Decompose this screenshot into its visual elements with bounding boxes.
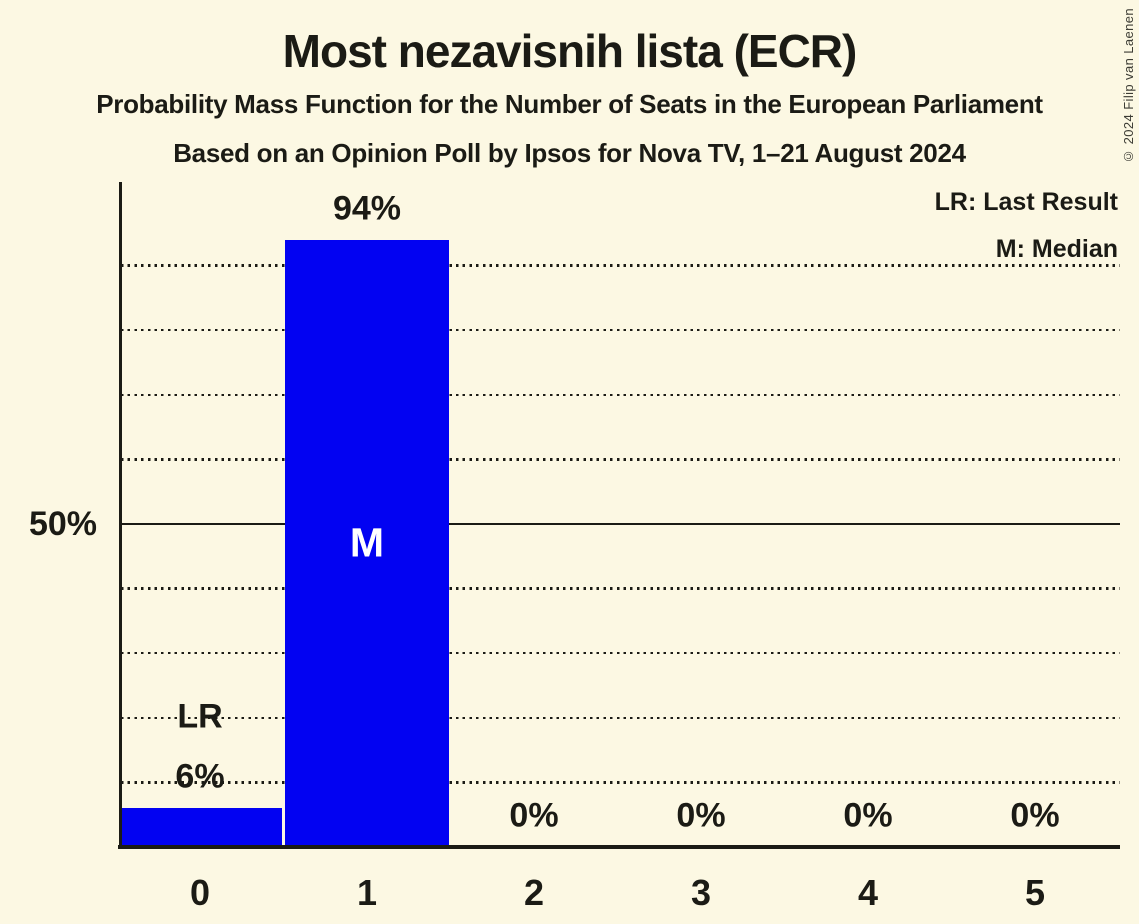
bar-value-label-seat-3: 0%	[676, 796, 726, 835]
bar-value-label-seat-1: 94%	[332, 189, 402, 228]
gridline-60pct	[121, 458, 1120, 461]
x-tick-label-seat-4: 4	[857, 872, 879, 913]
gridline-40pct	[121, 587, 1120, 590]
gridline-10pct	[121, 781, 1120, 784]
copyright-note: © 2024 Filip van Laenen	[1121, 8, 1136, 164]
y-axis-line	[119, 182, 122, 849]
chart-title: Most nezavisnih lista (ECR)	[282, 25, 858, 77]
bar-value-label-seat-2: 0%	[509, 796, 559, 835]
x-tick-label-seat-0: 0	[189, 872, 211, 913]
gridline-90pct	[121, 264, 1120, 267]
chart-subtitle: Probability Mass Function for the Number…	[96, 89, 1043, 119]
bar-seat-1	[285, 239, 449, 847]
chart-source-subtitle: Based on an Opinion Poll by Ipsos for No…	[173, 138, 966, 168]
bar-value-label-seat-4: 0%	[843, 796, 893, 835]
legend-last-result: LR: Last Result	[934, 188, 1118, 216]
legend-median: M: Median	[995, 235, 1118, 263]
y-axis-tick-label: 50%	[28, 505, 97, 543]
x-axis-line	[118, 845, 1120, 849]
gridline-80pct	[121, 328, 1120, 332]
x-tick-label-seat-3: 3	[690, 872, 712, 913]
median-annotation: M	[349, 519, 385, 566]
x-tick-label-seat-5: 5	[1024, 872, 1046, 913]
last-result-annotation: LR	[177, 697, 223, 736]
bar-value-label-seat-5: 0%	[1010, 796, 1060, 835]
gridline-30pct	[121, 651, 1120, 655]
gridline-20pct	[121, 716, 1120, 720]
gridline-70pct	[121, 393, 1120, 397]
bar-seat-0	[121, 808, 282, 847]
bar-value-label-seat-0: 6%	[175, 757, 225, 796]
gridline-50pct-solid	[121, 523, 1120, 525]
x-tick-label-seat-1: 1	[356, 872, 378, 913]
x-tick-label-seat-2: 2	[523, 872, 545, 913]
